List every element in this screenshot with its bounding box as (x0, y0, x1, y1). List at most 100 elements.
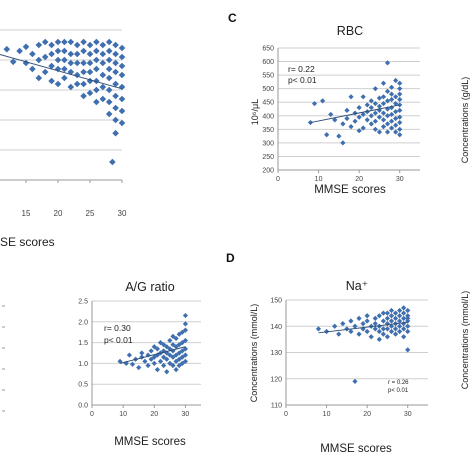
stat-annotation: r= 0.22 (288, 64, 315, 74)
data-point (360, 125, 366, 131)
data-point (364, 117, 370, 123)
data-point (376, 103, 383, 109)
data-point (388, 313, 395, 319)
data-point (397, 91, 403, 97)
y-tick-label: 1.5 (78, 340, 88, 347)
data-point (352, 110, 358, 116)
data-point (376, 95, 383, 101)
data-point (384, 106, 391, 112)
y-tick-label: 600 (262, 59, 274, 66)
y-tick-label: 1.0 (78, 361, 88, 368)
data-point (118, 44, 126, 52)
data-point (80, 68, 87, 76)
data-point (123, 360, 129, 366)
data-point (182, 352, 189, 358)
data-point (397, 126, 403, 132)
data-point (61, 65, 68, 73)
data-point (93, 86, 100, 94)
data-point (376, 313, 382, 319)
data-point (176, 331, 182, 337)
data-point (182, 337, 189, 344)
data-point (170, 348, 176, 354)
chart-title: A/G ratio (125, 280, 174, 294)
data-point (170, 354, 176, 360)
data-point (348, 124, 354, 130)
data-point (393, 77, 399, 84)
data-point (356, 105, 362, 111)
data-point (405, 328, 411, 335)
data-point (145, 352, 151, 358)
data-point (376, 114, 383, 120)
data-point (332, 117, 338, 123)
x-tick-label: 0 (90, 411, 94, 418)
y-tick-label: 450 (262, 100, 274, 107)
data-point (384, 113, 391, 119)
data-point (112, 116, 119, 124)
data-point (54, 47, 62, 55)
data-point (393, 94, 399, 100)
stat-annotation: r = 0.26 (388, 380, 409, 386)
data-point (173, 367, 179, 373)
y-tick-label: 0.0 (78, 403, 88, 410)
data-point (311, 100, 318, 107)
data-point (332, 323, 338, 329)
data-point (93, 56, 100, 64)
data-point (170, 362, 176, 369)
data-point (397, 328, 403, 335)
data-point (393, 129, 399, 135)
data-point (340, 321, 346, 327)
data-point (392, 315, 399, 321)
data-point (380, 326, 386, 332)
data-point (99, 41, 107, 49)
data-point (372, 118, 378, 124)
y-tick-label: 300 (262, 140, 274, 147)
x-tick-label: 30 (118, 209, 127, 218)
x-tick-label: 0 (276, 176, 280, 183)
data-point (67, 38, 75, 46)
data-point (80, 59, 87, 67)
data-point (348, 328, 354, 335)
data-point (54, 80, 62, 88)
data-point (344, 107, 350, 113)
data-point (389, 118, 395, 124)
data-point (67, 83, 75, 91)
data-point (176, 362, 182, 369)
data-point (405, 307, 411, 314)
data-point (3, 45, 11, 53)
data-point (112, 80, 119, 88)
y-tick-label: 0.5 (78, 382, 88, 389)
data-point (86, 89, 94, 97)
data-point (401, 315, 407, 321)
data-point (145, 362, 151, 369)
data-point (384, 60, 391, 66)
stat-annotation: p< 0.01 (104, 335, 133, 345)
trend-line (0, 53, 123, 90)
data-point (164, 369, 170, 375)
data-point (35, 41, 43, 49)
y-tick-label: 500 (262, 86, 274, 93)
data-point (151, 354, 157, 360)
data-point (179, 354, 185, 360)
data-point (384, 321, 391, 327)
data-point (388, 323, 395, 329)
data-point (48, 62, 55, 70)
scatter-plot-rbc: 200 250 300 350 400 450 500 550 600 650 0 10 20 30 RBC… (250, 24, 420, 196)
data-point (352, 323, 358, 329)
y-tick-label: 550 (262, 73, 274, 80)
data-point (380, 100, 387, 107)
x-tick-label: 15 (22, 209, 31, 218)
data-point (93, 65, 100, 73)
data-point (328, 111, 334, 118)
data-point (388, 318, 395, 324)
x-tick-label: 0 (284, 411, 288, 418)
data-point (29, 65, 36, 73)
data-point (93, 77, 100, 85)
x-tick-label: 30 (404, 411, 412, 418)
data-point (67, 59, 75, 67)
data-point (389, 84, 395, 90)
data-point (73, 80, 81, 88)
data-point (393, 109, 399, 115)
data-point (348, 94, 354, 100)
data-point (372, 110, 378, 116)
data-point (93, 98, 100, 106)
